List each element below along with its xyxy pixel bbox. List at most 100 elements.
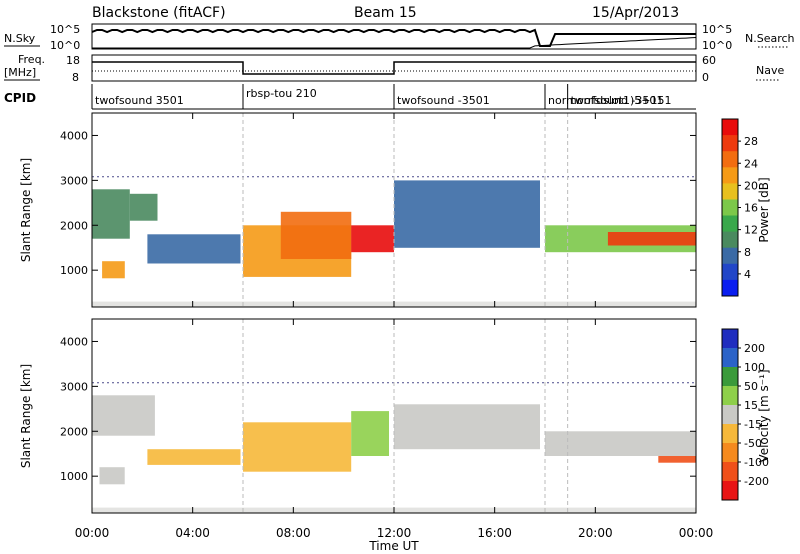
colorbar-swatch	[722, 183, 738, 200]
colorbar-tick-label: 15	[744, 399, 758, 412]
velocity-ylabel: Slant Range [km]	[19, 364, 33, 468]
colorbar-swatch	[722, 151, 738, 168]
x-tick-label: 12:00	[377, 526, 412, 540]
data-region	[92, 395, 155, 436]
velocity-time-dividers	[242, 319, 569, 513]
power-panel: 1000 2000 3000 4000 Slant Range [km]	[19, 112, 697, 308]
data-region	[658, 456, 697, 463]
y-tick-label: 1000	[60, 264, 88, 277]
cpid-segment-label: twofsound -3501	[571, 94, 664, 107]
colorbar-tick-label: 4	[744, 268, 751, 281]
velocity-colorbar: 200 100 50 15 -15 -50 -100 -200	[721, 328, 769, 501]
x-tick-label: 08:00	[276, 526, 311, 540]
data-region	[147, 234, 241, 264]
freq-series	[92, 61, 696, 75]
nsearch-tick-top: 10^5	[702, 23, 732, 36]
x-axis-ticks: 00:00 04:00 08:00 12:00 16:00 20:00 00:00	[75, 113, 714, 540]
x-tick-label: 00:00	[679, 526, 714, 540]
colorbar-swatch	[722, 386, 738, 406]
nsearch-label: N.Search	[745, 32, 795, 45]
y-tick-label: 4000	[60, 129, 88, 142]
freq-label-line2: [MHz]	[4, 66, 36, 79]
cpid-row: CPID twofsound 3501 rbsp-tou 210 twofsound…	[4, 84, 696, 110]
x-tick-label: 04:00	[175, 526, 210, 540]
nsky-series	[91, 28, 696, 47]
x-tick-label: 16:00	[477, 526, 512, 540]
nave-tick-top: 60	[702, 54, 716, 67]
x-axis-label: Time UT	[368, 539, 419, 553]
cpid-segment-label: twofsound -3501	[397, 94, 490, 107]
colorbar-swatch	[722, 231, 738, 249]
data-region	[129, 193, 158, 221]
data-region	[351, 225, 394, 253]
nave-tick-bottom: 0	[702, 71, 709, 84]
nsky-tick-bottom: 10^0	[50, 39, 80, 52]
data-region	[99, 467, 125, 485]
colorbar-swatch	[722, 135, 738, 152]
cpid-segment-label: twofsound 3501	[95, 94, 184, 107]
nsearch-tick-bottom: 10^0	[702, 39, 732, 52]
colorbar-tick-label: -200	[744, 475, 769, 488]
freq-tick-bottom: 8	[72, 71, 79, 84]
colorbar-swatch	[722, 367, 738, 387]
colorbar-tick-label: 50	[744, 380, 758, 393]
power-colorbar-label: Power [dB]	[757, 177, 771, 242]
velocity-colorbar-label: Velocity [m s⁻¹]	[757, 369, 771, 462]
data-region	[243, 422, 352, 472]
power-y-ticks: 1000 2000 3000 4000	[60, 129, 696, 277]
colorbar-swatch	[722, 279, 738, 297]
colorbar-tick-label: 16	[744, 202, 758, 215]
colorbar-swatch	[722, 247, 738, 265]
data-region	[92, 189, 130, 239]
freq-tick-top: 18	[66, 54, 80, 67]
power-time-dividers	[242, 113, 569, 307]
colorbar-tick-label: 28	[744, 135, 758, 148]
colorbar-swatch	[722, 348, 738, 368]
colorbar-swatch	[722, 443, 738, 463]
colorbar-tick-label: 12	[744, 224, 758, 237]
data-region	[394, 180, 540, 248]
nsky-panel: N.Sky 10^5 10^0 10^5 10^0 N.Search	[4, 23, 795, 52]
colorbar-tick-label: 200	[744, 342, 765, 355]
colorbar-swatch	[722, 481, 738, 501]
x-tick-label: 00:00	[75, 526, 110, 540]
nsky-tick-top: 10^5	[50, 23, 80, 36]
colorbar-frame	[721, 328, 739, 501]
velocity-y-ticks: 1000 2000 3000 4000	[60, 335, 696, 483]
power-ylabel: Slant Range [km]	[19, 158, 33, 262]
colorbar-swatch	[722, 119, 738, 136]
colorbar-tick-label: -100	[744, 456, 769, 469]
velocity-panel: 1000 2000 3000 4000 Slant Range [km]	[19, 318, 697, 514]
colorbar-swatch	[722, 263, 738, 281]
date-title: 15/Apr/2013	[592, 5, 679, 21]
colorbar-tick-label: 100	[744, 361, 765, 374]
colorbar-swatch	[722, 167, 738, 184]
freq-panel: Freq. [MHz] 18 8 60 0 Nave	[4, 53, 784, 84]
beam-title: Beam 15	[354, 5, 417, 21]
cpid-segment-label: rbsp-tou 210	[246, 87, 317, 100]
data-region	[280, 211, 352, 259]
colorbar-swatch	[722, 329, 738, 349]
colorbar-tick-label: 20	[744, 179, 758, 192]
cpid-segment-label: normorrfdslot1)5+151	[548, 94, 672, 107]
colorbar-tick-label: 24	[744, 157, 758, 170]
colorbar-swatch	[722, 424, 738, 444]
freq-label-line1: Freq.	[18, 53, 45, 66]
colorbar-tick-label: -15	[744, 418, 762, 431]
data-region	[545, 431, 696, 456]
y-tick-label: 3000	[60, 380, 88, 393]
station-title: Blackstone (fitACF)	[92, 5, 226, 21]
y-tick-label: 2000	[60, 425, 88, 438]
colorbar-tick-label: 8	[744, 246, 751, 259]
nsearch-series	[92, 37, 697, 49]
data-region	[102, 261, 125, 279]
power-colorbar: 4 8 12 16 20 24 28	[721, 118, 758, 297]
freq-frame	[91, 54, 697, 82]
nsky-label: N.Sky	[4, 32, 36, 45]
cpid-label: CPID	[4, 91, 36, 105]
nsky-frame	[91, 23, 697, 50]
colorbar-swatch	[722, 199, 738, 217]
y-tick-label: 1000	[60, 470, 88, 483]
nave-label: Nave	[756, 64, 784, 77]
